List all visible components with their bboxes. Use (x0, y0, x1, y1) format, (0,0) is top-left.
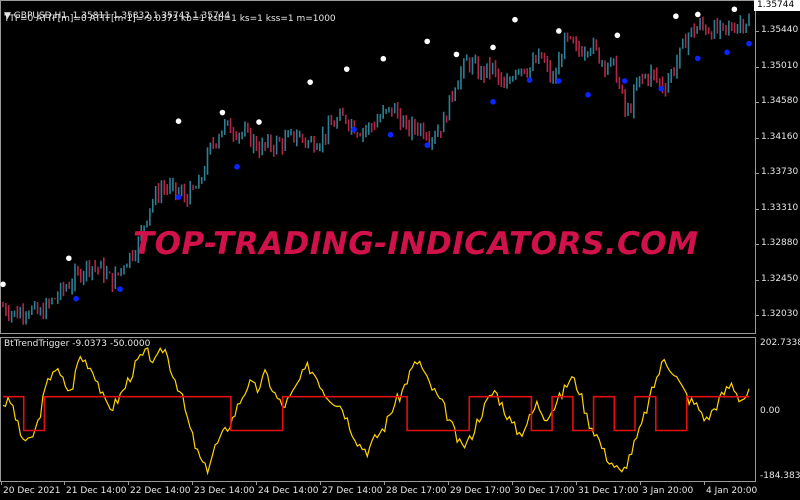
buy-signal-dot (724, 49, 730, 56)
price-axis-label: 1.34160 (761, 131, 799, 142)
buy-signal-dot (658, 85, 665, 92)
time-axis-tick (128, 482, 129, 485)
indicator-title: BtTrendTrigger -9.0373 -50.0000 (4, 339, 151, 349)
time-axis-label: 3 Jan 20:00 (642, 486, 694, 496)
time-axis-label: 21 Dec 14:00 (66, 486, 127, 496)
time-axis-tick (192, 482, 193, 485)
price-chart[interactable] (0, 0, 756, 334)
price-axis-label: 1.34580 (761, 96, 799, 106)
time-axis-tick (64, 482, 65, 485)
sell-signal-dot (256, 119, 262, 125)
time-axis-tick (448, 482, 449, 485)
time-axis-label: 31 Dec 17:00 (578, 486, 639, 496)
current-price-tag: 1.35744 (754, 0, 800, 11)
sell-signal-dot (175, 118, 182, 124)
buy-signal-dot (351, 126, 357, 133)
time-axis-tick (384, 482, 385, 485)
buy-signal-dot (234, 164, 240, 170)
price-axis-label: 1.32880 (761, 238, 799, 248)
buy-signal-dot (387, 131, 394, 138)
price-axis-label: 1.35440 (761, 25, 799, 35)
sell-signal-dot (512, 16, 518, 23)
price-axis-tick (756, 208, 759, 210)
signal-step-line (3, 395, 749, 432)
time-axis-tick (256, 482, 257, 485)
sell-signal-dot (614, 32, 621, 39)
price-axis-label: 1.32450 (761, 273, 799, 284)
time-axis-label: 30 Dec 17:00 (514, 486, 575, 496)
time-axis[interactable]: 20 Dec 2021 21 Dec 14:00 22 Dec 14:00 23 De… (0, 482, 800, 500)
buy-signal-dot (117, 286, 123, 292)
price-axis-tick (756, 137, 759, 139)
time-axis-label: 22 Dec 14:00 (130, 486, 191, 496)
sell-signal-dot (343, 66, 350, 72)
sell-signal-dot (219, 109, 226, 116)
time-axis-label: 28 Dec 17:00 (386, 486, 447, 496)
time-axis-label: 24 Dec 14:00 (258, 486, 319, 496)
price-axis-tick (756, 66, 759, 68)
time-axis-label: 29 Dec 17:00 (450, 486, 511, 496)
sell-signal-dot (66, 255, 72, 262)
indicator-chart[interactable] (0, 337, 756, 482)
buy-signal-dot (556, 78, 562, 84)
sell-signal-dot (556, 28, 562, 34)
time-axis-label: 27 Dec 14:00 (322, 486, 383, 496)
time-axis-label: 4 Jan 20:00 (706, 486, 758, 496)
buy-signal-dot (585, 92, 591, 98)
price-axis-tick (756, 102, 759, 103)
indicator-axis-bottom: -184.3839 (760, 471, 800, 481)
buy-signal-dot (746, 40, 752, 47)
indicator-axis-zero: 0.00 (760, 406, 781, 416)
sell-signal-dot (673, 13, 679, 20)
indicator-axis-top: 202.7338 (760, 338, 800, 348)
time-axis-tick (512, 482, 513, 485)
time-axis-tick (1, 482, 2, 485)
price-axis-tick (756, 173, 759, 174)
buy-signal-dot (526, 77, 533, 83)
indicator-params-line: TTF=0 ATTF[m]=0 ATTF[m-1]=-9.0373 kb=1 k… (4, 14, 336, 24)
sell-signal-dot (307, 79, 313, 85)
sell-signal-dot (380, 55, 387, 62)
sell-signal-dot (695, 11, 701, 18)
time-axis-label: 23 Dec 14:00 (194, 486, 255, 496)
price-chart-panel[interactable] (0, 0, 756, 334)
buy-signal-dot (175, 194, 182, 200)
trigger-line (2, 347, 750, 476)
buy-signal-dot (490, 98, 496, 105)
symbol-quote-line: GBPUSD,H1 1.35811 1.35832 1.35743 1.3574… (13, 11, 231, 21)
price-axis-label: 1.35010 (761, 60, 799, 71)
price-axis-tick (756, 31, 759, 32)
time-axis-tick (704, 482, 705, 485)
time-axis-tick (576, 482, 577, 485)
price-axis-label: 1.33310 (761, 202, 799, 213)
buy-signal-dot (621, 78, 628, 84)
time-axis-tick (640, 482, 641, 485)
watermark: TOP-TRADING-INDICATORS.COM (133, 226, 699, 262)
price-axis[interactable]: 1.35440 1.35010 1.34580 1.34160 1.33730 1.333… (756, 0, 800, 334)
price-axis-tick (756, 279, 759, 281)
buy-signal-dot (424, 142, 430, 148)
buy-signal-dot (73, 295, 79, 302)
sell-signal-dot (424, 38, 430, 45)
sell-signal-dot (0, 281, 6, 288)
sell-signal-dot (490, 44, 496, 51)
sell-signal-dot (731, 6, 738, 13)
price-axis-label: 1.33730 (761, 167, 799, 177)
time-axis-label: 20 Dec 2021 (3, 486, 61, 496)
dropdown-triangle-icon[interactable]: ▼ (4, 11, 14, 21)
sell-signal-dot (453, 51, 460, 58)
indicator-panel[interactable] (0, 337, 756, 482)
price-axis-tick (756, 244, 759, 245)
price-axis-label: 1.32030 (761, 309, 799, 319)
symbol-header: ▼ GBPUSD,H1 1.35811 1.35832 1.35743 1.35… (4, 3, 230, 22)
time-axis-tick (320, 482, 321, 485)
buy-signal-dot (695, 55, 701, 62)
price-axis-tick (756, 315, 759, 316)
